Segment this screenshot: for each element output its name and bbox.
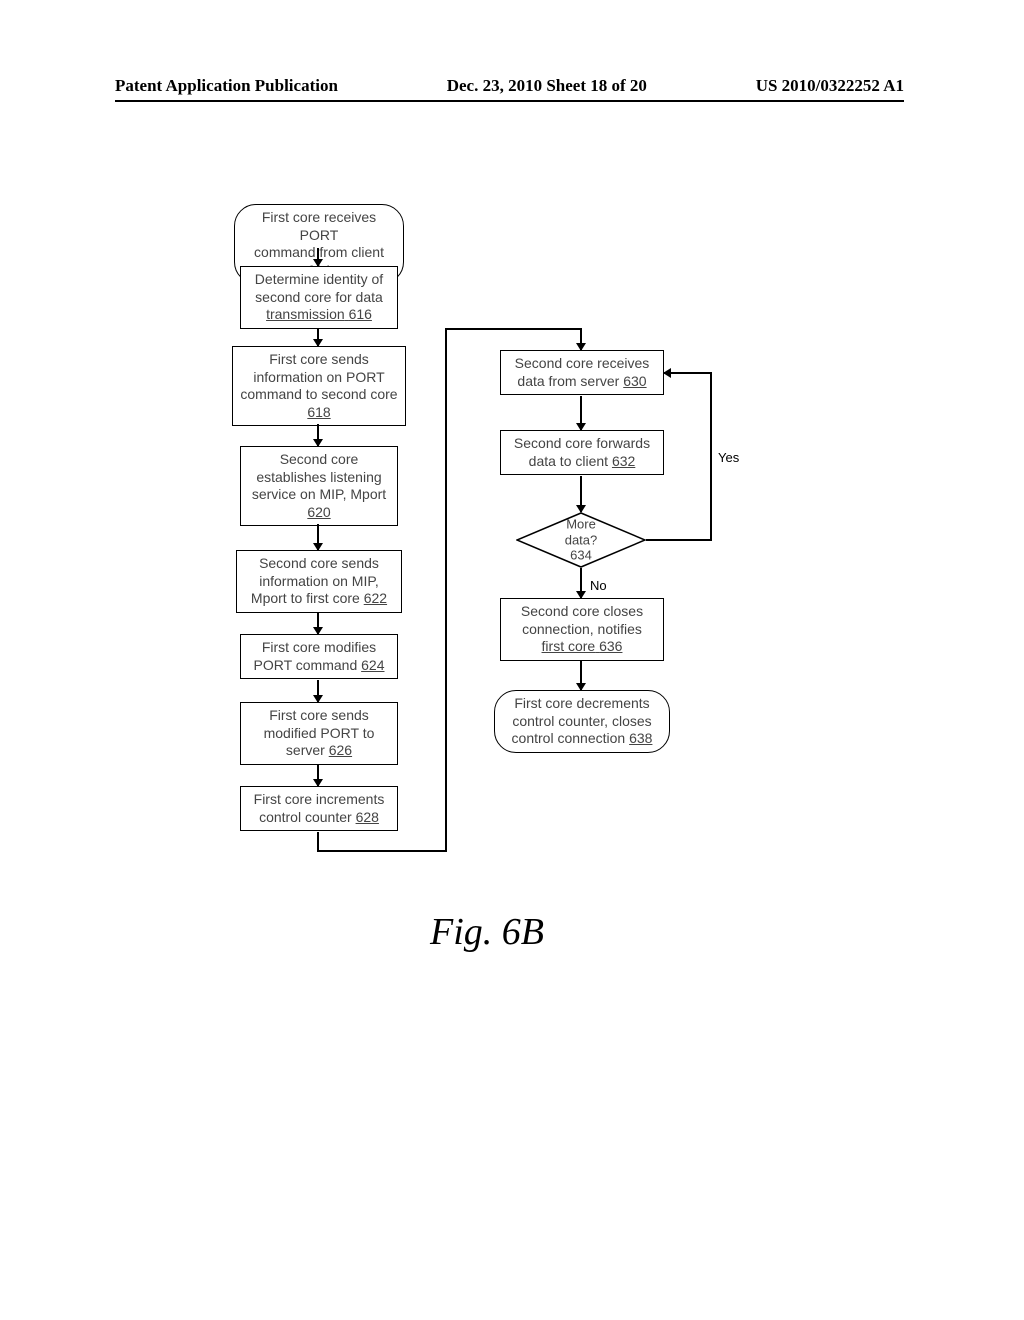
node-630: Second core receives data from server 63… bbox=[500, 350, 664, 395]
arrow-626-628 bbox=[317, 764, 319, 786]
arrow-620-622 bbox=[317, 524, 319, 550]
conn-628-across1 bbox=[317, 850, 445, 852]
page-header: Patent Application Publication Dec. 23, … bbox=[115, 76, 904, 102]
yes-up bbox=[710, 372, 712, 541]
conn-628-down bbox=[317, 832, 319, 850]
arrow-614-616 bbox=[317, 248, 319, 266]
arrow-634-636 bbox=[580, 568, 582, 598]
arrow-624-626 bbox=[317, 680, 319, 702]
arrow-622-624 bbox=[317, 612, 319, 634]
node-618: First core sends information on PORT com… bbox=[232, 346, 406, 426]
node-626: First core sends modified PORT to server… bbox=[240, 702, 398, 765]
node-620: Second core establishes listening servic… bbox=[240, 446, 398, 526]
node-624: First core modifies PORT command 624 bbox=[240, 634, 398, 679]
node-622: Second core sends information on MIP, Mp… bbox=[236, 550, 402, 613]
header-right: US 2010/0322252 A1 bbox=[756, 76, 904, 96]
arrow-636-638 bbox=[580, 660, 582, 690]
label-no: No bbox=[590, 578, 607, 593]
node-638: First core decrements control counter, c… bbox=[494, 690, 670, 753]
yes-into-630 bbox=[664, 372, 710, 374]
header-center: Dec. 23, 2010 Sheet 18 of 20 bbox=[447, 76, 647, 96]
arrow-616-618 bbox=[317, 328, 319, 346]
header-left: Patent Application Publication bbox=[115, 76, 338, 96]
arrow-632-634 bbox=[580, 476, 582, 512]
yes-right bbox=[646, 539, 710, 541]
figure-caption: Fig. 6B bbox=[430, 910, 544, 954]
node-628: First core increments control counter 62… bbox=[240, 786, 398, 831]
conn-628-up bbox=[445, 328, 447, 852]
arrow-618-620 bbox=[317, 424, 319, 446]
node-616: Determine identity of second core for da… bbox=[240, 266, 398, 329]
arrow-into-630 bbox=[580, 328, 582, 350]
arrow-630-632 bbox=[580, 396, 582, 430]
node-632: Second core forwards data to client 632 bbox=[500, 430, 664, 475]
label-yes: Yes bbox=[718, 450, 739, 465]
node-636: Second core closes connection, notifies … bbox=[500, 598, 664, 661]
conn-628-across2 bbox=[445, 328, 580, 330]
decision-634: More data? 634 bbox=[516, 512, 646, 568]
